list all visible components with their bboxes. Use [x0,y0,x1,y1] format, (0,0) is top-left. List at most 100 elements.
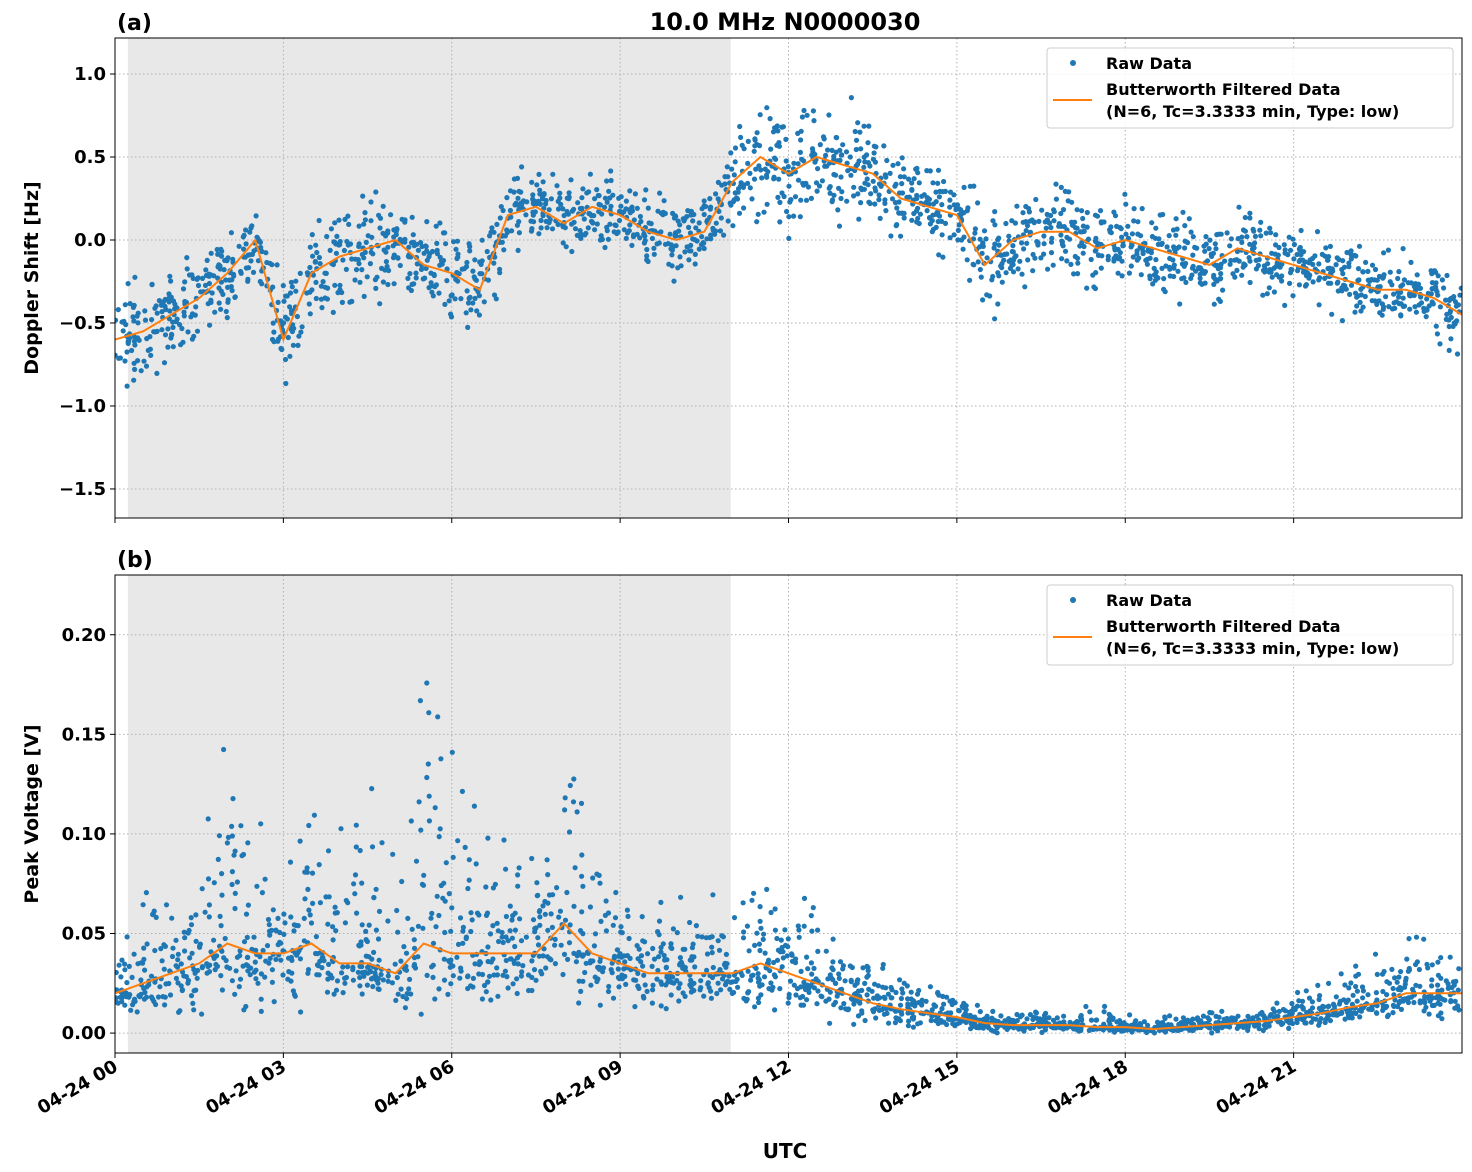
raw-data-point [1298,252,1304,258]
raw-data-point [1060,207,1067,213]
raw-data-point [1384,1003,1390,1010]
raw-data-point [543,965,549,971]
raw-data-point [154,370,160,376]
raw-data-point [322,284,328,290]
raw-data-point [153,914,159,921]
raw-data-point [572,865,578,871]
raw-data-point [1377,284,1383,290]
raw-data-point [313,242,319,248]
raw-data-point [1090,272,1096,278]
raw-data-point [529,179,535,185]
raw-data-point [641,231,647,238]
raw-data-point [1398,987,1404,993]
raw-data-point [424,680,430,686]
raw-data-point [442,230,448,236]
raw-data-point [718,987,724,993]
raw-data-point [1357,1014,1363,1020]
raw-data-point [618,924,624,930]
raw-data-point [756,999,762,1006]
raw-data-point [926,196,933,202]
raw-data-point [767,968,773,974]
raw-data-point [333,250,339,256]
raw-data-point [1457,292,1462,298]
raw-data-point [373,886,379,892]
raw-data-point [152,947,158,954]
raw-data-point [1279,273,1285,279]
raw-data-point [188,922,195,928]
raw-data-point [730,979,736,985]
raw-data-point [562,225,568,231]
raw-data-point [558,942,564,948]
raw-data-point [1335,279,1341,285]
raw-data-point [444,278,450,284]
raw-data-point [1374,971,1380,978]
raw-data-point [1077,243,1083,249]
raw-data-point [1389,282,1395,288]
raw-data-point [1175,268,1181,274]
raw-data-point [437,254,443,260]
raw-data-point [275,915,281,922]
raw-data-point [1258,233,1264,239]
raw-data-point [1151,265,1157,271]
raw-data-point [569,208,576,214]
raw-data-point [1295,989,1301,996]
raw-data-point [549,924,556,931]
raw-data-point [979,250,985,256]
raw-data-point [319,955,325,961]
raw-data-point [1279,278,1285,284]
raw-data-point [748,977,754,983]
raw-data-point [672,213,678,219]
raw-data-point [1138,272,1144,278]
raw-data-point [831,153,837,159]
raw-data-point [775,194,781,200]
raw-data-point [557,195,563,201]
raw-data-point [695,933,701,939]
raw-data-point [448,981,454,987]
raw-data-point [1280,1006,1287,1013]
raw-data-point [199,964,206,970]
raw-data-point [1287,270,1294,276]
raw-data-point [856,216,862,222]
raw-data-point [1193,268,1199,274]
raw-data-point [1201,243,1207,249]
raw-data-point [1268,269,1274,275]
raw-data-point [1084,285,1090,291]
raw-data-point [1372,951,1379,957]
raw-data-point [1041,241,1047,247]
raw-data-point [1203,234,1209,240]
raw-data-point [1181,263,1187,269]
raw-data-point [520,963,526,969]
raw-data-point [582,969,588,976]
raw-data-point [392,961,398,967]
raw-data-point [142,989,148,996]
raw-data-point [116,355,122,361]
raw-data-point [470,268,476,274]
raw-data-point [634,943,640,949]
raw-data-point [865,140,871,146]
raw-data-point [710,227,716,233]
raw-data-point [897,977,903,983]
raw-data-point [404,996,410,1002]
raw-data-point [1107,229,1113,235]
raw-data-point [830,959,836,965]
raw-data-point [952,1000,958,1006]
raw-data-point [636,985,642,992]
raw-data-point [1365,992,1371,998]
raw-data-point [1266,1023,1272,1029]
raw-data-point [1354,294,1360,300]
raw-data-point [961,234,967,240]
raw-data-point [1021,246,1027,252]
raw-data-point [738,134,744,140]
raw-data-point [1131,206,1137,212]
y-tick-label: 0.00 [62,1023,106,1044]
raw-data-point [867,200,873,207]
raw-data-point [193,938,199,944]
raw-data-point [597,1002,603,1008]
raw-data-point [814,1001,820,1007]
raw-data-point [981,228,988,234]
raw-data-point [1093,1017,1099,1023]
raw-data-point [1199,268,1205,274]
raw-data-point [202,282,209,288]
raw-data-point [905,1001,911,1007]
raw-data-point [285,334,291,341]
